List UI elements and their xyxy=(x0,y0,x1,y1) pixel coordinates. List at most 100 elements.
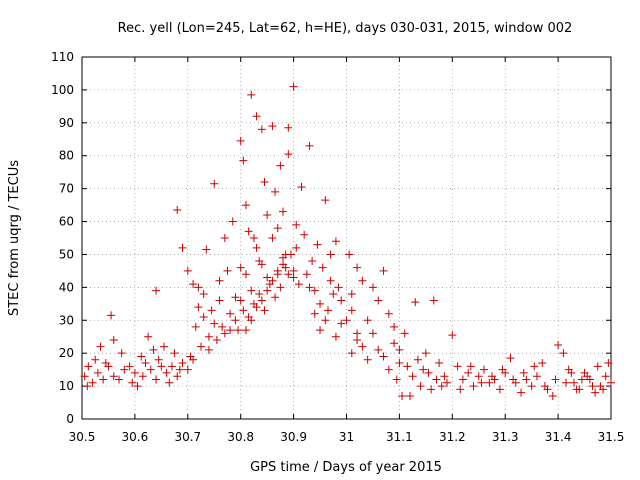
data-point xyxy=(244,227,253,236)
data-point xyxy=(247,316,256,325)
data-point xyxy=(101,359,110,368)
data-point xyxy=(157,362,166,371)
data-point xyxy=(149,345,158,354)
y-tick-label: 80 xyxy=(59,149,74,163)
data-point xyxy=(152,375,161,384)
data-point xyxy=(194,283,203,292)
data-point xyxy=(363,355,372,364)
data-point xyxy=(165,378,174,387)
data-point xyxy=(239,156,248,165)
data-point xyxy=(487,372,496,381)
data-point xyxy=(220,329,229,338)
data-point xyxy=(321,316,330,325)
data-point xyxy=(554,340,563,349)
data-point xyxy=(284,150,293,159)
data-point xyxy=(115,375,124,384)
data-point xyxy=(329,289,338,298)
data-point xyxy=(252,303,261,312)
y-axis-label: STEC from uqrg / TECUs xyxy=(7,160,22,316)
data-point xyxy=(191,322,200,331)
data-point xyxy=(390,322,399,331)
data-point xyxy=(334,283,343,292)
data-point xyxy=(286,250,295,259)
data-point xyxy=(241,201,250,210)
data-point xyxy=(477,378,486,387)
data-point xyxy=(236,136,245,145)
data-point xyxy=(210,319,219,328)
x-tick-label: 30.5 xyxy=(69,430,96,444)
chart-title: Rec. yell (Lon=245, Lat=62, h=HE), days … xyxy=(118,21,573,36)
y-axis-ticks: 0 10 20 30 40 50 60 70 80 90 100 110 xyxy=(51,50,611,426)
data-point xyxy=(384,365,393,374)
data-point xyxy=(305,283,314,292)
data-point xyxy=(120,365,129,374)
data-point xyxy=(215,296,224,305)
data-point xyxy=(466,362,475,371)
data-point xyxy=(263,210,272,219)
data-point xyxy=(464,368,473,377)
data-point xyxy=(268,276,277,285)
data-point xyxy=(199,289,208,298)
data-point xyxy=(506,354,515,363)
data-point xyxy=(279,207,288,216)
x-tick-label: 31.4 xyxy=(545,430,572,444)
data-point xyxy=(234,326,243,335)
data-point xyxy=(144,332,153,341)
data-point xyxy=(416,382,425,391)
data-point xyxy=(247,286,256,295)
data-point xyxy=(591,388,600,397)
data-point xyxy=(194,303,203,312)
data-point xyxy=(353,263,362,272)
data-point xyxy=(583,372,592,381)
data-point xyxy=(223,266,232,275)
data-point xyxy=(84,362,93,371)
data-point xyxy=(80,372,89,381)
data-point xyxy=(199,312,208,321)
data-point xyxy=(530,362,539,371)
x-tick-label: 31.1 xyxy=(386,430,413,444)
data-point xyxy=(337,319,346,328)
data-point xyxy=(231,316,240,325)
data-point xyxy=(321,196,330,205)
data-point xyxy=(358,342,367,351)
data-point xyxy=(257,296,266,305)
data-point xyxy=(379,266,388,275)
data-point xyxy=(96,342,105,351)
data-point xyxy=(326,276,335,285)
data-point xyxy=(411,298,420,307)
data-point xyxy=(601,372,610,381)
data-point xyxy=(260,178,269,187)
data-point xyxy=(255,289,264,298)
data-point xyxy=(308,257,317,266)
x-axis-label: GPS time / Days of year 2015 xyxy=(250,460,442,475)
data-point xyxy=(538,359,547,368)
data-point xyxy=(607,378,615,387)
data-point xyxy=(284,270,293,279)
data-point xyxy=(347,289,356,298)
data-point xyxy=(403,362,412,371)
data-point xyxy=(509,375,518,384)
data-point xyxy=(294,280,303,289)
data-point xyxy=(395,359,404,368)
data-point xyxy=(424,368,433,377)
data-point xyxy=(292,243,301,252)
data-point xyxy=(204,332,213,341)
data-point xyxy=(257,260,266,269)
data-point xyxy=(522,375,531,384)
data-point xyxy=(345,250,354,259)
y-tick-label: 90 xyxy=(59,116,74,130)
data-point xyxy=(276,283,285,292)
data-point xyxy=(284,123,293,132)
data-point xyxy=(374,345,383,354)
data-point xyxy=(392,375,401,384)
data-point xyxy=(323,306,332,315)
data-point xyxy=(88,378,97,387)
data-point xyxy=(107,311,116,320)
data-point xyxy=(263,273,272,282)
data-point xyxy=(337,296,346,305)
data-point xyxy=(226,326,235,335)
data-point xyxy=(137,352,146,361)
data-point xyxy=(448,331,457,340)
data-point xyxy=(271,293,280,302)
